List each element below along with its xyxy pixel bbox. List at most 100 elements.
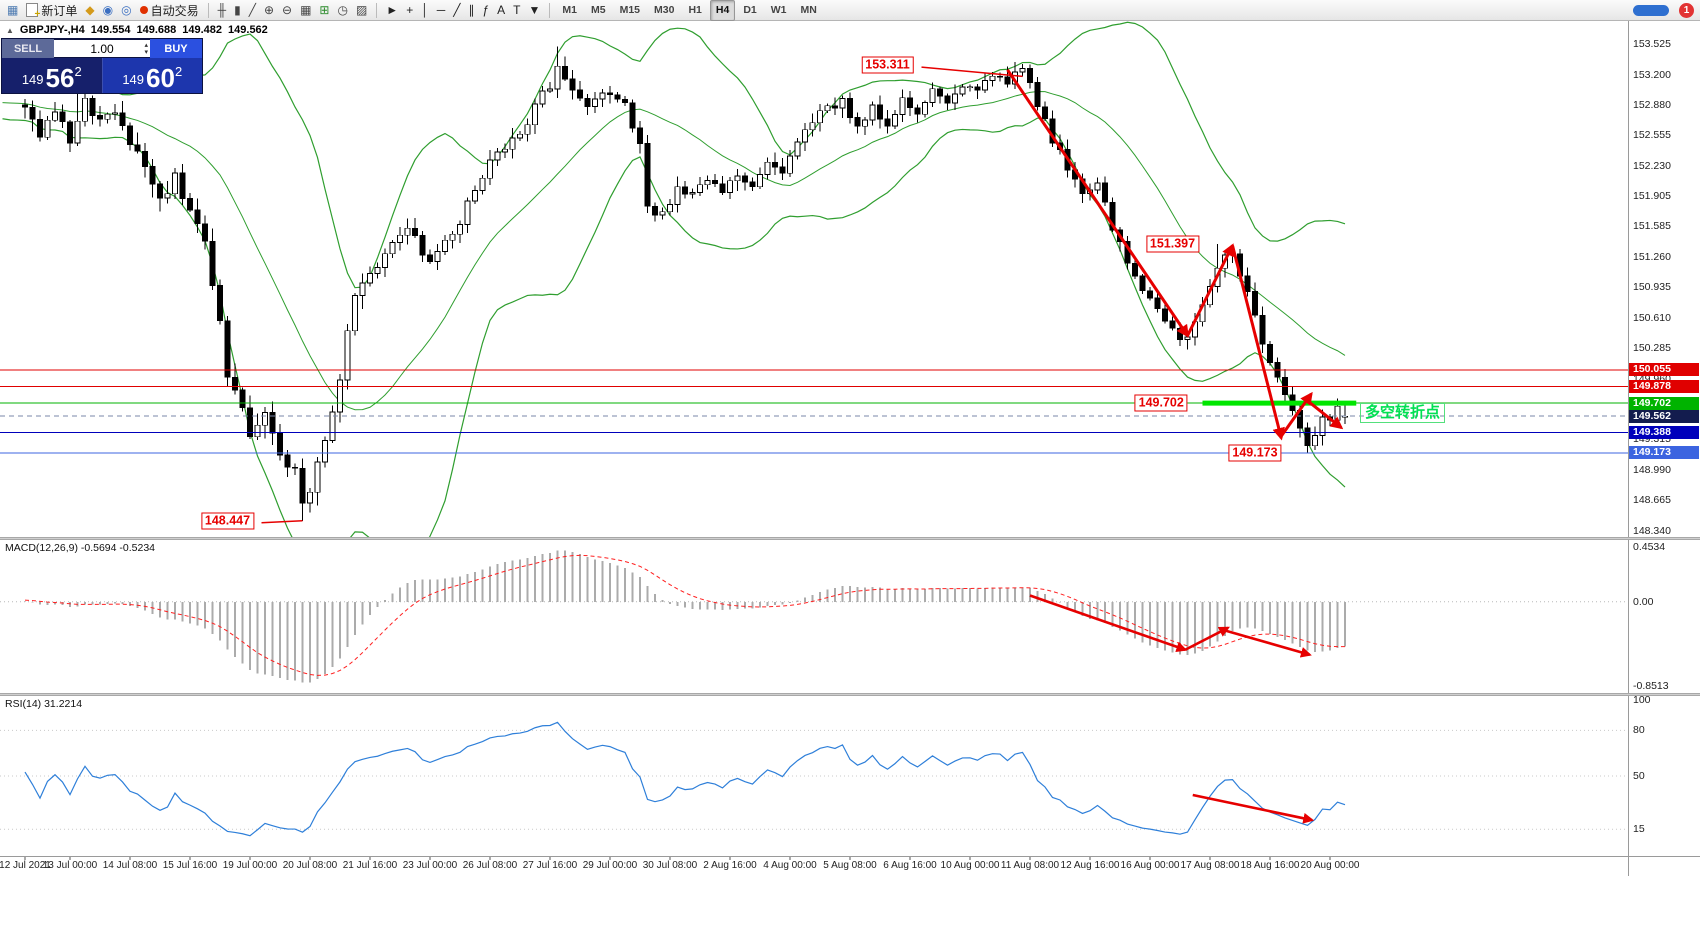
toolbar: ▦ 新订单 ◆ ◉ ◎ 自动交易 ╫ ▮ ╱ ⊕ ⊖ ▦ ⊞ ◷ ▨ ► + │ ─ ╱ ∥ ƒAT ▼ M1 M5 M15 M30… <box>0 0 1700 21</box>
text-icon[interactable]: A <box>494 2 508 19</box>
buy-price-pips: 60 <box>146 63 175 93</box>
chart-ohlc-header: ▲ GBPJPY-,H4 149.554 149.688 149.482 149… <box>6 24 268 36</box>
zoom-in-icon[interactable]: ⊕ <box>261 2 277 19</box>
buy-price-prefix: 149 <box>122 72 145 87</box>
timeframe-m30[interactable]: M30 <box>654 4 675 16</box>
new-order-button-label: 新订单 <box>41 3 78 18</box>
macd-indicator-label: MACD(12,26,9) -0.5694 -0.5234 <box>5 542 155 554</box>
macd-pane <box>0 550 1628 683</box>
quotes-icon[interactable]: ◆ <box>82 2 97 19</box>
vertical-line-icon[interactable]: │ <box>418 2 432 19</box>
horizontal-line-icon[interactable]: ─ <box>434 2 449 19</box>
trend-arrow-5 <box>1305 398 1344 430</box>
data-window-icon[interactable]: ◎ <box>118 2 134 19</box>
trend-arrow-2 <box>1186 243 1234 337</box>
ohlc-low: 149.482 <box>182 24 223 36</box>
ohlc-close: 149.562 <box>228 24 268 36</box>
cursor-icon[interactable]: ► <box>383 2 401 19</box>
timeframe-m15[interactable]: M15 <box>619 4 641 16</box>
indicators-icon: ⊞ <box>319 2 330 17</box>
volume-value: 1.00 <box>90 41 114 56</box>
sell-price-display[interactable]: 149 56 2 <box>2 58 102 93</box>
vertical-line-icon: │ <box>421 2 429 17</box>
ohlc-high: 149.688 <box>136 24 177 36</box>
toolbar-separator <box>376 2 378 18</box>
auto-trading-button[interactable]: 自动交易 <box>137 2 202 19</box>
market-watch-icon: ◉ <box>102 2 114 17</box>
trendline-icon: ╱ <box>453 2 461 17</box>
main-price-pane <box>0 21 1628 538</box>
candlestick-chart-icon: ▮ <box>234 2 241 17</box>
macd-arrow-1 <box>1029 594 1188 653</box>
bollinger-lower-band <box>2 117 1346 538</box>
rsi-pane <box>0 721 1628 837</box>
volume-field[interactable]: 1.00 ▴ ▾ <box>54 39 150 58</box>
new-order-button[interactable]: 新订单 <box>23 2 80 20</box>
timeframe-d1[interactable]: D1 <box>743 4 757 16</box>
bar-chart-icon[interactable]: ╫ <box>215 2 230 19</box>
sell-button[interactable]: SELL <box>2 39 54 58</box>
zoom-in-icon: ⊕ <box>263 2 274 17</box>
chart-symbol-icon: ▲ <box>6 25 14 35</box>
fibonacci-icon[interactable]: ƒ <box>479 2 492 19</box>
sell-price-prefix: 149 <box>21 72 44 87</box>
notification-badge[interactable]: 1 <box>1679 2 1694 18</box>
timeframe-mn[interactable]: MN <box>800 4 817 16</box>
rsi-line <box>24 721 1346 837</box>
data-window-icon: ◎ <box>121 2 132 17</box>
text-icon: A <box>497 2 506 17</box>
macd-signal-line <box>24 554 1346 676</box>
line-chart-icon[interactable]: ╱ <box>246 2 259 19</box>
date-axis-separator <box>0 856 1700 857</box>
rsi-arrow-1 <box>1192 793 1315 824</box>
zoom-out-icon[interactable]: ⊖ <box>279 2 295 19</box>
text-label-icon[interactable]: T <box>510 2 523 19</box>
chart-scroll-thumb[interactable] <box>1633 4 1669 16</box>
timeframe-m5[interactable]: M5 <box>590 4 606 16</box>
buy-button[interactable]: BUY <box>150 39 202 58</box>
arrows-tool-icon[interactable]: ▼ <box>526 2 544 19</box>
bar-chart-icon: ╫ <box>217 2 227 17</box>
candlestick-chart-icon[interactable]: ▮ <box>231 2 244 19</box>
trendline-icon[interactable]: ╱ <box>450 2 463 19</box>
ohlc-open: 149.554 <box>90 24 131 36</box>
cursor-icon: ► <box>386 2 399 17</box>
rsi-pane-separator[interactable] <box>0 693 1700 696</box>
crosshair-icon: + <box>406 2 414 17</box>
text-label-icon: T <box>513 2 521 17</box>
bollinger-middle-band <box>2 90 1346 411</box>
line-chart-icon: ╱ <box>248 2 256 17</box>
price-scale-separator <box>1628 21 1629 876</box>
timeframe-h4[interactable]: H4 <box>709 0 736 21</box>
auto-trading-button-label: 自动交易 <box>150 3 199 18</box>
equidistant-channel-icon: ∥ <box>468 2 475 17</box>
buy-price-point: 2 <box>174 64 183 79</box>
sell-price-pips: 56 <box>45 63 75 93</box>
equidistant-channel-icon[interactable]: ∥ <box>465 2 477 19</box>
horizontal-line-icon: ─ <box>436 2 446 17</box>
crosshair-icon[interactable]: + <box>403 2 416 19</box>
toolbar-separator <box>549 2 551 18</box>
spinner-up-icon[interactable]: ▴ <box>144 42 148 49</box>
buy-price-display[interactable]: 149 60 2 <box>101 58 202 93</box>
new-chart-icon[interactable]: ▦ <box>4 2 21 19</box>
symbol-period: GBPJPY-,H4 <box>19 24 85 36</box>
timeframe-h1[interactable]: H1 <box>688 4 702 16</box>
spinner-down-icon[interactable]: ▾ <box>144 49 148 56</box>
auto-trading-button-dot <box>139 6 148 14</box>
market-watch-icon[interactable]: ◉ <box>100 2 116 19</box>
sell-price-point: 2 <box>74 64 82 79</box>
timeframe-w1[interactable]: W1 <box>770 4 787 16</box>
new-chart-icon: ▦ <box>7 2 19 17</box>
templates-icon[interactable]: ▨ <box>353 2 370 19</box>
periods-icon[interactable]: ◷ <box>334 2 350 19</box>
volume-spinner[interactable]: ▴ ▾ <box>144 42 148 56</box>
macd-pane-separator[interactable] <box>0 537 1700 540</box>
timeframe-m1[interactable]: M1 <box>562 4 577 16</box>
arrows-tool-icon: ▼ <box>528 2 541 17</box>
tile-windows-icon[interactable]: ▦ <box>297 2 314 19</box>
templates-icon: ▨ <box>355 2 368 17</box>
quotes-icon: ◆ <box>85 2 95 17</box>
indicators-icon[interactable]: ⊞ <box>316 2 332 19</box>
